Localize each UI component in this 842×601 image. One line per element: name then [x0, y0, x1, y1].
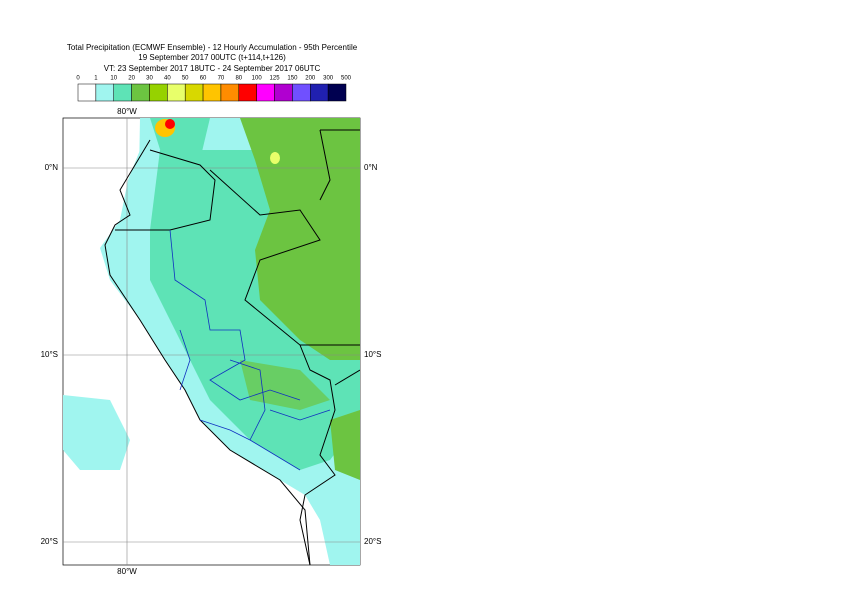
legend-level: 60: [200, 76, 207, 82]
legend-level: 70: [218, 76, 225, 82]
lat-label: 10°S: [41, 350, 58, 359]
legend-level: 300: [323, 76, 334, 82]
legend-swatch: [131, 83, 150, 102]
legend-level: 80: [235, 76, 242, 82]
lat-label: 20°S: [41, 537, 58, 546]
valid-time: VT: 23 September 2017 18UTC - 24 Septemb…: [104, 64, 321, 73]
title: Total Precipitation (ECMWF Ensemble) - 1…: [67, 43, 358, 52]
legend-swatch: [149, 83, 168, 102]
legend-swatch: [184, 83, 204, 102]
legend-level: 125: [270, 76, 281, 82]
legend-level: 10: [110, 76, 117, 82]
base-time: 19 September 2017 00UTC (t+114,t+126): [138, 53, 286, 62]
lat-label: 0°N: [45, 163, 59, 172]
legend-swatch: [310, 83, 329, 102]
legend-level: 200: [305, 76, 316, 82]
lat-label: 0°N: [364, 163, 378, 172]
legend-level: 500: [341, 76, 352, 82]
lat-label: 10°S: [364, 350, 381, 359]
legend: 0 1 10 20 30 40 50 60 70 80 100 125 150 200 300 500: [76, 76, 352, 102]
legend-swatch: [113, 83, 132, 102]
map: 80°W 80°W 0°N 0°N 10°S 10°S 20°S 20°S: [41, 107, 382, 576]
legend-swatch: [274, 83, 293, 102]
legend-level: 30: [146, 76, 153, 82]
legend-level: 1: [94, 76, 98, 82]
lon-label: 80°W: [117, 107, 137, 116]
legend-level: 100: [252, 76, 263, 82]
legend-swatch: [167, 83, 186, 102]
legend-swatch: [327, 83, 347, 102]
legend-swatch: [220, 83, 240, 102]
legend-swatch: [77, 83, 97, 102]
legend-swatch: [256, 83, 275, 102]
legend-swatch: [202, 83, 222, 102]
legend-level: 40: [164, 76, 171, 82]
legend-swatch: [238, 83, 257, 102]
legend-swatch: [95, 83, 114, 102]
lon-label: 80°W: [117, 567, 137, 576]
legend-swatch: [292, 83, 311, 102]
legend-level: 150: [287, 76, 298, 82]
lat-label: 20°S: [364, 537, 381, 546]
legend-level: 50: [182, 76, 189, 82]
legend-level: 0: [76, 76, 80, 82]
legend-level: 20: [128, 76, 135, 82]
